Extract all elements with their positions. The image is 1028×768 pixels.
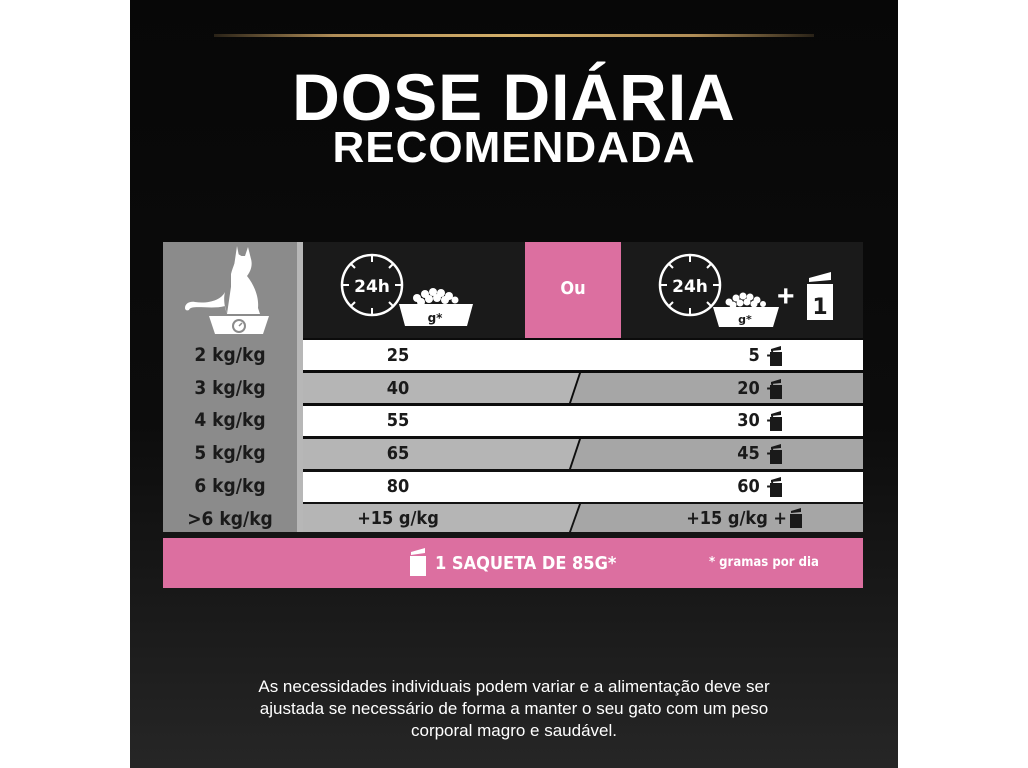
clock-label-2: 24h <box>672 277 708 297</box>
weight-column <box>163 242 297 532</box>
mixed-value: 45 + <box>737 443 779 464</box>
product-info-panel: DOSE DIÁRIA RECOMENDADA Ou <box>130 0 898 768</box>
feeding-table: Ou 24h g* <box>163 242 863 588</box>
clock-label: 24h <box>354 277 390 297</box>
pouch-icon <box>770 477 782 497</box>
dry-only-value: 65 <box>386 443 410 464</box>
footer-note: * gramas por dia <box>709 555 819 570</box>
footer-pouch-label: 1 SAQUETA DE 85G* <box>435 553 617 574</box>
title-line-2: RECOMENDADA <box>332 123 696 172</box>
weight-label: 4 kg/kg <box>194 409 266 431</box>
pouch-icon <box>410 548 426 576</box>
dry-only-value: +15 g/kg <box>357 508 439 529</box>
clock-24h-icon: 24h <box>340 253 404 317</box>
weight-label: 5 kg/kg <box>194 442 266 464</box>
bowl-icon: g* <box>399 288 473 326</box>
bowl-label: g* <box>428 311 444 325</box>
pouch-icon <box>770 379 782 399</box>
pouch-icon <box>790 508 802 528</box>
mixed-value: 60 + <box>737 476 779 497</box>
gold-divider <box>214 34 814 37</box>
dry-only-value: 40 <box>386 378 410 399</box>
mixed-value: 30 + <box>737 410 779 431</box>
cat-on-scale-icon <box>185 246 269 334</box>
dry-only-value: 25 <box>386 345 410 366</box>
dry-only-value: 55 <box>386 410 410 431</box>
weight-label: 3 kg/kg <box>194 377 266 399</box>
title-line-1: DOSE DIÁRIA <box>292 60 736 134</box>
or-label: Ou <box>560 278 586 299</box>
weight-label: 6 kg/kg <box>194 475 266 497</box>
disclaimer-line: ajustada se necessário de forma a manter… <box>259 699 769 718</box>
rows-background <box>303 340 863 532</box>
clock-24h-icon-2: 24h <box>658 253 722 317</box>
dry-only-value: 80 <box>386 476 410 497</box>
table-footer <box>163 538 863 588</box>
mixed-value: 20 + <box>737 378 779 399</box>
pouch-icon <box>770 411 782 431</box>
header-or-cell <box>525 242 621 338</box>
pouch-count: 1 <box>812 295 827 320</box>
mixed-value: +15 g/kg + <box>686 508 787 529</box>
pouch-icon: 1 <box>807 272 833 320</box>
disclaimer-line: As necessidades individuais podem variar… <box>258 677 770 696</box>
bowl-icon-2: g* <box>713 292 779 327</box>
column-divider <box>297 242 303 532</box>
disclaimer: As necessidades individuais podem variar… <box>130 676 898 742</box>
weight-label: >6 kg/kg <box>187 508 273 530</box>
weight-label: 2 kg/kg <box>194 344 266 366</box>
pouch-icon <box>770 346 782 366</box>
bowl-label-2: g* <box>738 313 752 326</box>
disclaimer-line: corporal magro e saudável. <box>410 721 617 740</box>
pouch-icon <box>770 444 782 464</box>
plus-icon: + <box>777 280 795 313</box>
